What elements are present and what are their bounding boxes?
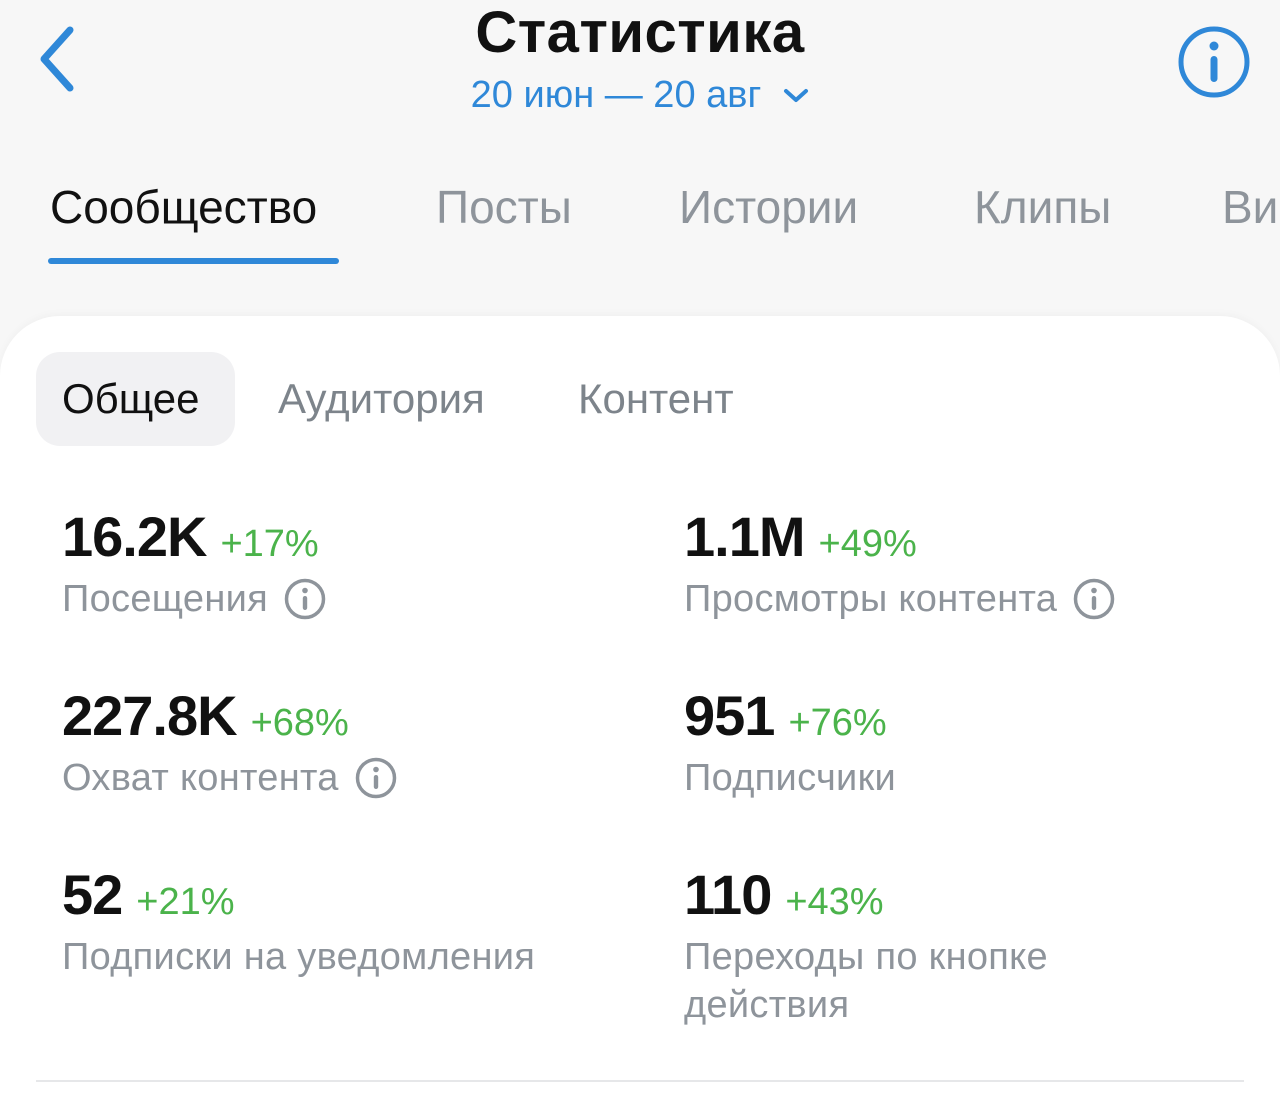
- tab-stories[interactable]: Истории: [679, 181, 859, 233]
- back-button[interactable]: [28, 24, 84, 94]
- metric-content-views: 1.1M +49% Просмотры контента: [684, 504, 1115, 623]
- metric-content-reach: 227.8K +68% Охват контента: [62, 683, 397, 802]
- metric-visits: 16.2K +17% Посещения: [62, 504, 326, 623]
- metric-delta: +17%: [220, 523, 319, 565]
- metric-delta: +43%: [785, 881, 884, 923]
- metric-action-button-clicks: 110 +43% Переходы по кнопке действия: [684, 862, 1204, 1029]
- metric-label: Переходы по кнопке действия: [684, 936, 1048, 1026]
- metric-value: 52: [62, 863, 123, 926]
- info-icon[interactable]: [355, 757, 397, 799]
- metric-label: Охват контента: [62, 757, 339, 799]
- metric-delta: +76%: [788, 702, 887, 744]
- info-icon[interactable]: [1073, 578, 1115, 620]
- tab-clips[interactable]: Клипы: [974, 181, 1112, 233]
- main-tabs: Сообщество Посты Истории Клипы Ви: [0, 160, 1280, 270]
- info-icon[interactable]: [284, 578, 326, 620]
- metric-delta: +21%: [136, 881, 235, 923]
- statistics-card: Общее Аудитория Контент 16.2K +17% Посещ…: [0, 316, 1280, 1100]
- metric-label: Посещения: [62, 578, 269, 620]
- metric-value: 227.8K: [62, 684, 238, 747]
- divider: [36, 1080, 1244, 1082]
- info-button[interactable]: [1176, 24, 1252, 100]
- metric-notification-subscriptions: 52 +21% Подписки на уведомления: [62, 862, 535, 981]
- metric-subscribers: 951 +76% Подписчики: [684, 683, 896, 802]
- active-tab-indicator: [48, 258, 339, 264]
- info-icon: [1178, 26, 1250, 98]
- tab-videos[interactable]: Ви: [1222, 181, 1279, 233]
- date-range-selector[interactable]: 20 июн — 20 авг: [0, 74, 1280, 117]
- metric-value: 110: [684, 863, 772, 926]
- subtab-general[interactable]: Общее: [36, 352, 235, 446]
- metric-delta: +68%: [250, 702, 349, 744]
- metric-value: 951: [684, 684, 775, 747]
- chevron-left-icon: [40, 26, 74, 92]
- metric-value: 16.2K: [62, 505, 207, 568]
- page-title: Статистика: [475, 0, 805, 65]
- metric-value: 1.1M: [684, 505, 805, 568]
- header: Статистика 20 июн — 20 авг: [0, 0, 1280, 150]
- subtab-content[interactable]: Контент: [578, 375, 734, 422]
- metric-delta: +49%: [818, 523, 917, 565]
- tab-community[interactable]: Сообщество: [50, 181, 318, 233]
- tab-posts[interactable]: Посты: [436, 181, 572, 233]
- metric-label: Просмотры контента: [684, 578, 1058, 620]
- chevron-down-icon: [784, 88, 809, 102]
- metric-label: Подписчики: [684, 757, 897, 799]
- metric-label: Подписки на уведомления: [62, 936, 536, 978]
- subtab-audience[interactable]: Аудитория: [278, 375, 485, 422]
- date-range-label: 20 июн — 20 авг: [470, 74, 762, 116]
